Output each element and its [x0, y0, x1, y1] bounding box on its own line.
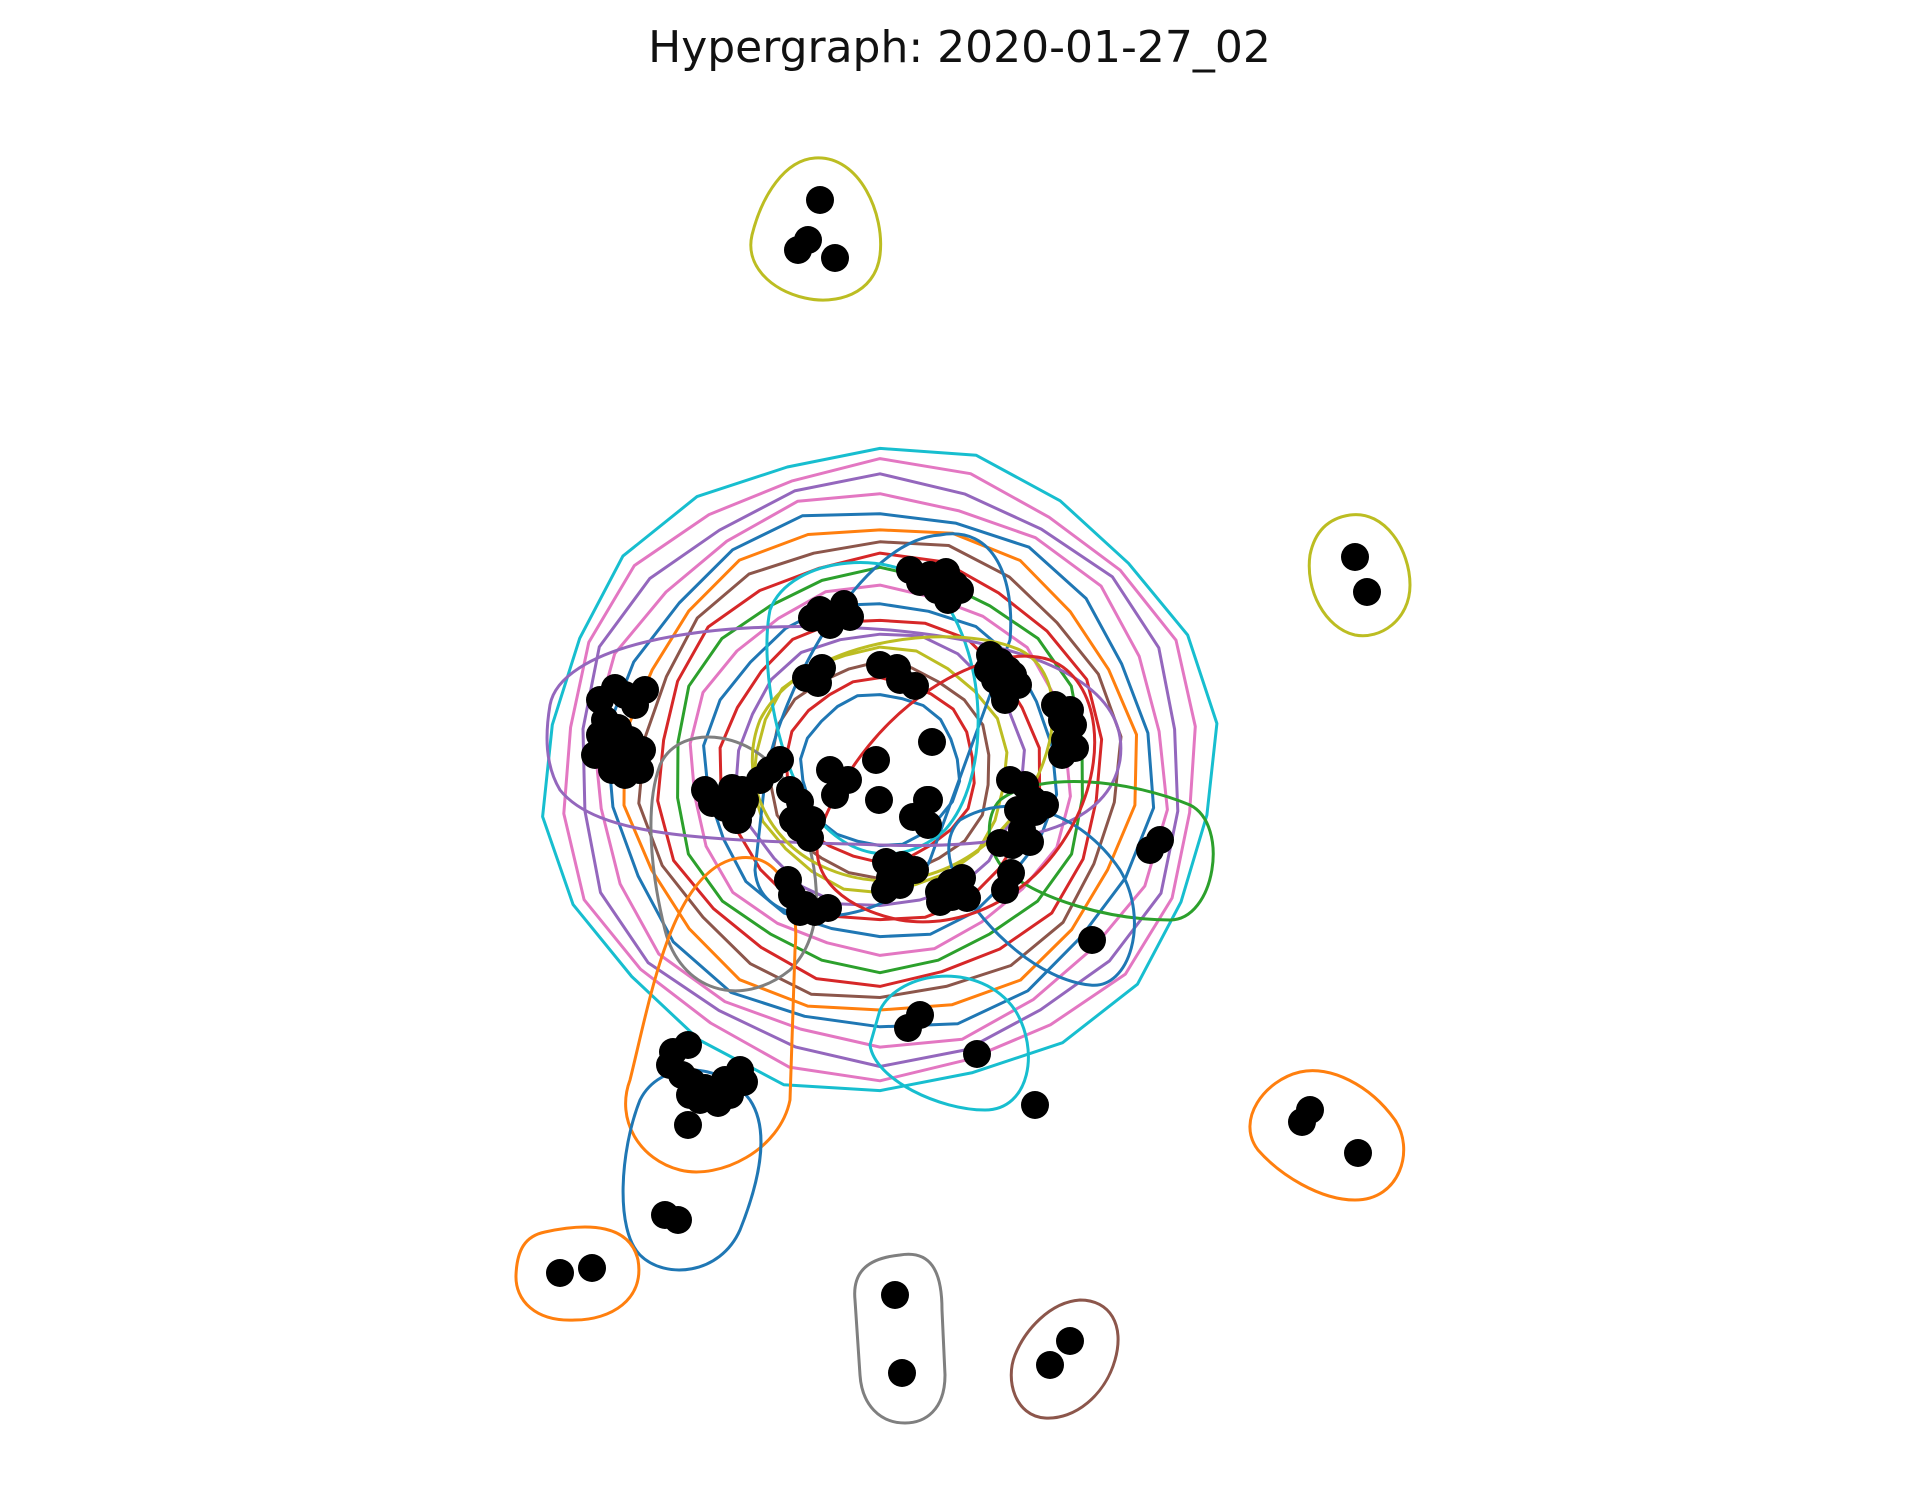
node-91 [1031, 791, 1059, 819]
hyperedge-red-lower [815, 654, 1097, 924]
node-110 [926, 888, 954, 916]
node-18 [946, 576, 974, 604]
node-3 [784, 236, 812, 264]
hyperedge-ring-1 [541, 446, 1219, 1093]
node-82 [796, 824, 824, 852]
node-6 [1353, 578, 1381, 606]
hyperedge-olive-right [1307, 513, 1412, 638]
hyperedge-olive-top [749, 156, 883, 302]
node-104 [901, 856, 929, 884]
node-98 [913, 786, 941, 814]
node-143 [664, 1206, 692, 1234]
node-5 [1341, 543, 1369, 571]
node-148 [578, 1254, 606, 1282]
node-141 [674, 1111, 702, 1139]
node-127 [674, 1031, 702, 1059]
node-76 [722, 806, 750, 834]
node-1 [806, 186, 834, 214]
node-119 [1078, 926, 1106, 954]
node-125 [1021, 1091, 1049, 1119]
hyperedge-ring-7 [637, 540, 1123, 999]
node-70 [611, 761, 639, 789]
node-7 [862, 746, 890, 774]
hyperedge-purple-left [545, 625, 1123, 848]
node-31 [901, 672, 929, 700]
node-152 [1036, 1351, 1064, 1379]
node-123 [894, 1014, 922, 1042]
hyperedge-ring-2 [562, 457, 1197, 1083]
hyperedge-orange-bottom-left [514, 1225, 641, 1322]
node-149 [881, 1281, 909, 1309]
node-116 [814, 894, 842, 922]
node-151 [1056, 1327, 1084, 1355]
hyperedge-gray-bottom [853, 1252, 947, 1425]
node-24 [816, 611, 844, 639]
node-8 [865, 786, 893, 814]
hyperedges [514, 156, 1412, 1425]
node-97 [914, 811, 942, 839]
node-146 [1344, 1139, 1372, 1167]
hyperedge-ring-10 [688, 583, 1072, 957]
node-118 [991, 876, 1019, 904]
node-51 [766, 746, 794, 774]
node-4 [821, 244, 849, 272]
node-95 [986, 829, 1014, 857]
hyperedge-cyan-lower [868, 974, 1030, 1112]
node-9 [918, 728, 946, 756]
node-150 [888, 1359, 916, 1387]
node-124 [963, 1040, 991, 1068]
node-40 [991, 686, 1019, 714]
node-147 [546, 1259, 574, 1287]
hyperedge-orange-lower-left [624, 856, 798, 1174]
node-140 [691, 1078, 719, 1106]
node-85 [821, 781, 849, 809]
node-27 [804, 669, 832, 697]
node-121 [1146, 826, 1174, 854]
figure-title: Hypergraph: 2020-01-27_02 [648, 22, 1271, 73]
node-47 [1048, 741, 1076, 769]
hyperedge-ring-8 [656, 551, 1104, 988]
hyperedge-brown-bottom [1009, 1298, 1120, 1420]
nodes [546, 186, 1381, 1387]
hyperedge-ring-4 [591, 492, 1169, 1049]
node-145 [1296, 1096, 1324, 1124]
hyperedge-gray-left [649, 735, 818, 993]
hyperedge-orange-right [1248, 1069, 1406, 1202]
node-59 [631, 676, 659, 704]
